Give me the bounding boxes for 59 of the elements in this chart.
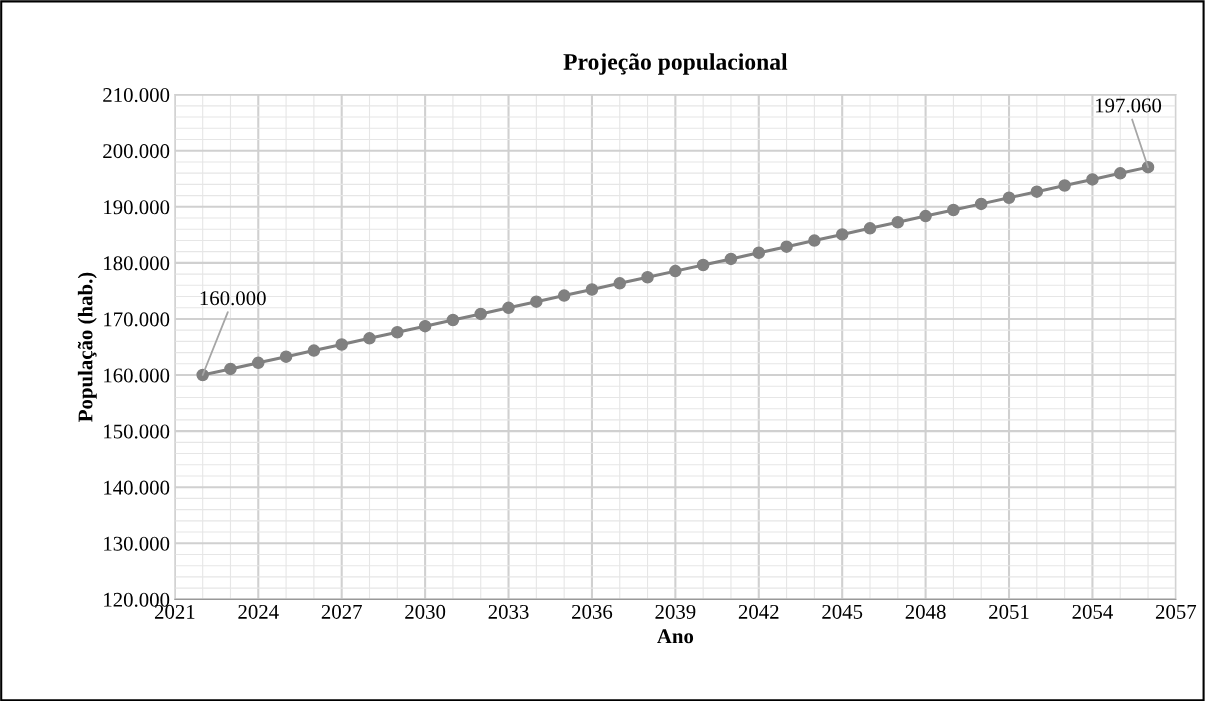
y-axis-title: População (hab.) [77,272,97,422]
annotation: 197.060 [1096,98,1162,113]
y-tick-label: 160.000 [104,368,170,383]
point [669,264,682,278]
annotation: 160.000 [200,291,266,306]
x-axis-title: Ano [657,629,694,644]
point [724,252,738,266]
point [1002,191,1016,205]
x-tick-label: 2051 [989,604,1029,619]
x-tick-label: 2054 [1072,604,1113,619]
point [446,313,460,327]
point [307,344,321,357]
y-tick-label: 210.000 [103,88,170,103]
x-tick-label: 2057 [1155,604,1197,619]
point [1086,173,1099,186]
x-tick-label: 2033 [488,604,529,619]
point [780,240,793,253]
chart-title: Projeção populacional [563,53,788,75]
x-tick-label: 2048 [905,604,946,619]
point [919,209,932,223]
point [1030,185,1044,198]
point [474,307,487,321]
point [363,332,376,345]
y-tick-label: 140.000 [104,480,170,495]
y-tick-label: 180.000 [104,256,170,271]
point [808,234,821,247]
point [1058,179,1071,192]
y-tick-label: 130.000 [104,536,170,551]
x-tick-label: 2042 [738,604,779,619]
point [502,301,515,315]
point [641,270,654,284]
y-tick-label: 170.000 [104,312,170,327]
point [696,258,710,272]
point [335,338,348,351]
point [252,356,265,370]
x-tick-label: 2024 [238,604,279,619]
point [863,222,877,235]
x-tick-label: 2030 [405,604,446,619]
y-tick-label: 150.000 [104,424,170,439]
point [613,277,627,290]
point [224,362,237,376]
point [1113,167,1127,180]
y-tick-label: 190.000 [104,200,170,215]
point [391,325,404,339]
point [530,295,543,308]
point [835,228,849,241]
point [585,283,599,296]
point [752,246,766,260]
x-tick-label: 2027 [321,604,362,619]
point [279,350,293,363]
x-tick-label: 2045 [822,604,863,619]
point [418,319,432,333]
point [557,289,571,302]
y-tick-label: 200.000 [103,144,170,159]
x-tick-label: 2036 [572,604,613,619]
point [947,203,960,217]
x-tick-label: 2039 [655,604,696,619]
point [891,215,905,229]
point [974,197,988,211]
